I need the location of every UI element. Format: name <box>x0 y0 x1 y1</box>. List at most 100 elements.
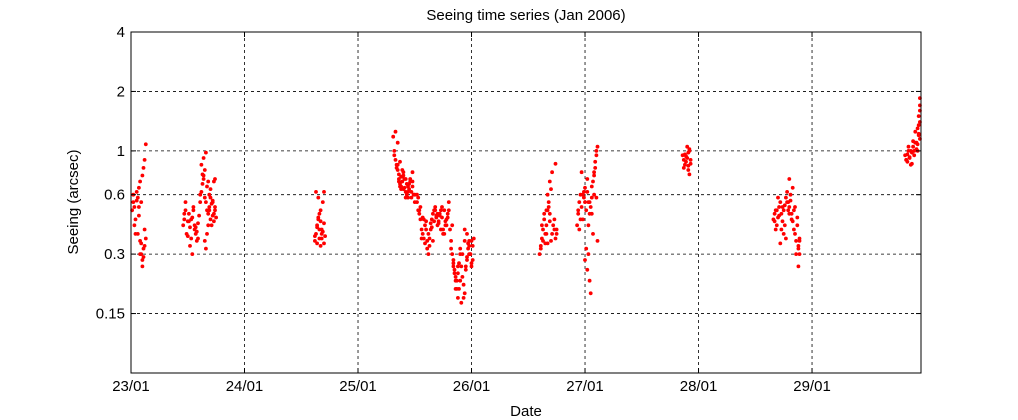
data-point <box>132 205 137 209</box>
data-point <box>315 225 319 230</box>
data-point <box>459 300 464 305</box>
data-point <box>197 213 202 218</box>
data-point <box>141 255 146 259</box>
data-point <box>134 190 139 194</box>
data-point <box>549 239 553 243</box>
data-point <box>549 187 553 192</box>
data-point <box>315 241 319 246</box>
data-point <box>409 190 414 194</box>
data-point <box>547 179 552 184</box>
data-point <box>213 208 217 213</box>
data-point <box>461 282 466 287</box>
data-point <box>139 241 144 246</box>
data-point <box>773 227 778 232</box>
data-point <box>206 223 211 228</box>
data-point <box>547 219 552 224</box>
data-point <box>686 168 691 172</box>
data-point <box>554 232 559 236</box>
x-tick-label: 29/01 <box>793 378 831 395</box>
data-point <box>187 211 191 216</box>
plot-frame <box>130 31 922 374</box>
data-point <box>429 225 434 230</box>
data-point <box>542 217 547 222</box>
data-point <box>418 205 423 209</box>
data-point <box>687 149 692 153</box>
data-point <box>546 200 551 205</box>
data-point <box>202 168 207 172</box>
data-point <box>318 208 323 213</box>
data-point <box>393 129 398 134</box>
data-point <box>681 166 686 170</box>
data-point <box>200 182 205 186</box>
data-point <box>188 244 192 248</box>
data-point <box>550 170 554 175</box>
data-point <box>793 205 797 209</box>
data-point <box>457 261 461 266</box>
data-point <box>189 217 194 222</box>
data-point <box>419 236 424 241</box>
data-point <box>552 217 557 222</box>
data-point <box>444 223 449 228</box>
data-point <box>554 227 559 232</box>
data-point <box>461 296 466 300</box>
data-point <box>410 179 415 184</box>
data-point <box>206 179 211 184</box>
data-point <box>792 208 796 213</box>
data-point <box>540 223 544 228</box>
data-point <box>134 198 139 203</box>
data-point <box>594 153 599 158</box>
data-point <box>459 264 464 269</box>
data-point <box>790 185 795 190</box>
x-tick-label: 24/01 <box>226 378 264 395</box>
data-point <box>436 221 441 226</box>
data-point <box>787 177 792 181</box>
data-point <box>392 149 397 153</box>
data-point <box>585 267 590 272</box>
data-points <box>130 96 922 305</box>
data-point <box>907 155 912 160</box>
data-point <box>135 232 140 236</box>
data-point <box>213 205 217 209</box>
data-point <box>453 275 458 279</box>
y-tick-label: 0.3 <box>104 246 125 263</box>
data-point <box>462 239 467 243</box>
data-point <box>541 227 545 232</box>
data-point <box>452 271 457 276</box>
data-point <box>403 177 408 181</box>
y-axis-label: Seeing (arcsec) <box>65 149 82 254</box>
data-point <box>546 205 551 209</box>
data-point <box>462 291 467 296</box>
data-point <box>462 227 467 232</box>
data-point <box>138 252 143 256</box>
data-point <box>454 278 459 283</box>
data-point <box>314 190 318 194</box>
data-point <box>208 187 213 192</box>
data-point <box>911 144 915 149</box>
data-point <box>537 252 542 256</box>
data-point <box>550 232 554 236</box>
data-point <box>140 264 145 269</box>
data-point <box>774 223 779 228</box>
data-point <box>409 195 414 200</box>
data-point <box>460 252 465 256</box>
chart-title: Seeing time series (Jan 2006) <box>426 7 625 24</box>
data-point <box>456 264 460 269</box>
data-point <box>470 258 475 262</box>
data-point <box>688 158 693 162</box>
data-point <box>538 246 543 251</box>
data-point <box>392 153 397 158</box>
data-point <box>786 200 791 205</box>
data-point <box>792 227 796 232</box>
data-point <box>588 205 593 209</box>
data-point <box>787 205 792 209</box>
data-point <box>683 162 687 167</box>
data-point <box>406 184 410 189</box>
data-point <box>779 227 784 232</box>
data-point <box>449 239 453 243</box>
data-point <box>442 208 447 213</box>
data-point <box>320 200 325 205</box>
data-point <box>908 149 913 153</box>
data-point <box>470 244 475 248</box>
x-tick-label: 28/01 <box>680 378 718 395</box>
